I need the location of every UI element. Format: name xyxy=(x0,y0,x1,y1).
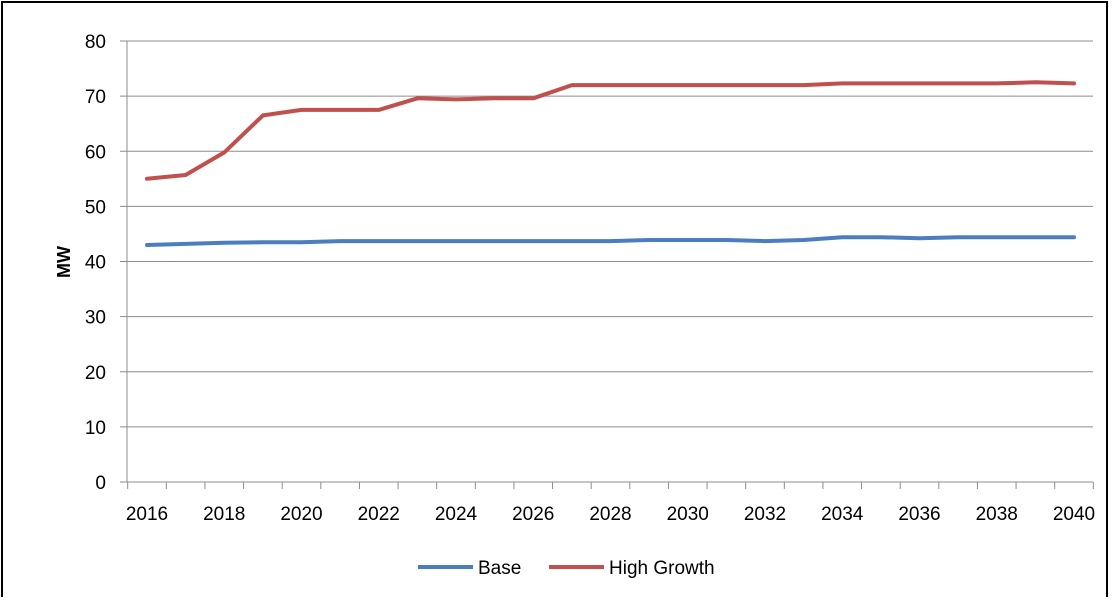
series-line-base xyxy=(145,235,1076,247)
legend-label: High Growth xyxy=(609,558,715,579)
legend-item: High Growth xyxy=(549,558,715,579)
x-tick-label: 2016 xyxy=(126,504,168,525)
x-tick-label: 2020 xyxy=(280,504,322,525)
y-tick-labels: 0 10 20 30 40 50 60 70 80 xyxy=(85,32,106,494)
y-tick-label: 70 xyxy=(85,87,106,108)
x-tick-label: 2028 xyxy=(589,504,631,525)
y-tick-label: 60 xyxy=(85,142,106,163)
y-tick-label: 30 xyxy=(85,308,106,329)
y-tick-label: 40 xyxy=(85,253,106,274)
legend: Base High Growth xyxy=(418,558,715,579)
series-line-high-growth xyxy=(145,80,1076,181)
y-tick-label: 20 xyxy=(85,363,106,384)
x-tick-labels: 2016 2018 2020 2022 2024 2026 2028 2030 2032 2034… xyxy=(126,504,1095,525)
x-tick-label: 2038 xyxy=(976,504,1018,525)
x-tick-label: 2018 xyxy=(203,504,245,525)
y-tick-label: 0 xyxy=(95,473,106,494)
x-tick-label: 2032 xyxy=(744,504,786,525)
axes xyxy=(120,40,1094,489)
y-tick-label: 10 xyxy=(85,418,106,439)
x-tick-label: 2026 xyxy=(512,504,554,525)
x-tick-label: 2022 xyxy=(358,504,400,525)
series-lines xyxy=(145,80,1076,247)
x-tick-label: 2034 xyxy=(821,504,864,525)
legend-item: Base xyxy=(418,558,521,579)
legend-label: Base xyxy=(478,558,521,579)
x-tick-label: 2024 xyxy=(435,504,478,525)
y-axis-label: MW xyxy=(54,246,74,278)
y-tick-label: 80 xyxy=(85,32,106,53)
y-tick-label: 50 xyxy=(85,197,106,218)
x-tick-label: 2040 xyxy=(1053,504,1095,525)
gridlines xyxy=(127,40,1093,428)
x-tick-label: 2036 xyxy=(898,504,940,525)
x-tick-label: 2030 xyxy=(667,504,709,525)
